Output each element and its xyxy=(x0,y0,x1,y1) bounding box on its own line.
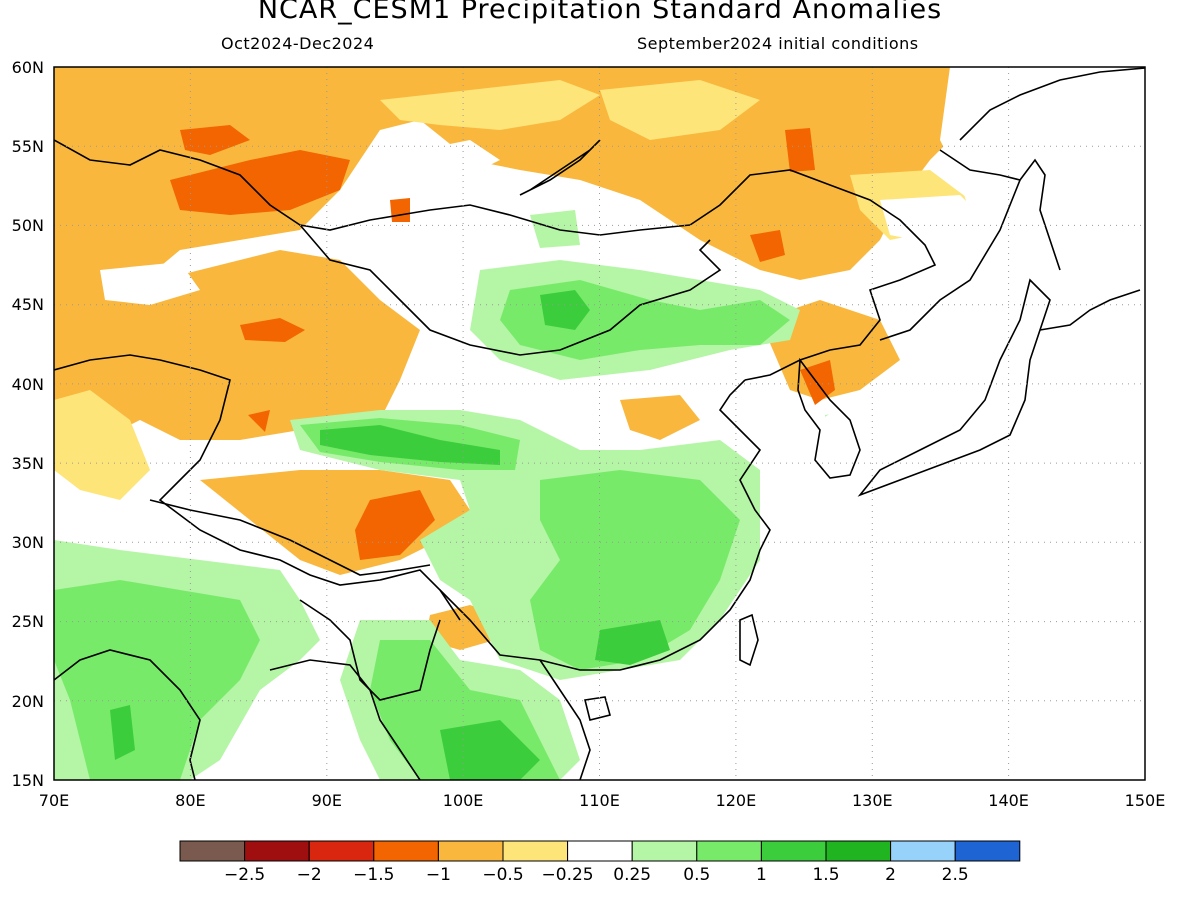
colorbar-label: −1 xyxy=(426,865,451,885)
neutral-patch-3 xyxy=(880,195,990,245)
lat-label: 20N xyxy=(12,692,44,711)
strong-wet-burma xyxy=(440,720,540,780)
strong-wet-guangxi xyxy=(595,620,670,665)
lat-label: 25N xyxy=(12,612,44,631)
anomaly-fields xyxy=(54,67,1145,780)
strong-wet-qinghai xyxy=(320,425,500,465)
colorbar-swatch xyxy=(437,840,504,862)
lon-label: 120E xyxy=(716,791,757,810)
hainan xyxy=(584,696,611,721)
lon-label: 130E xyxy=(852,791,893,810)
colorbar-label: 0.5 xyxy=(683,865,710,885)
lat-label: 35N xyxy=(12,454,44,473)
colorbar-swatch xyxy=(890,840,956,862)
colorbar-label: 2 xyxy=(885,865,896,885)
lat-label: 60N xyxy=(12,58,44,77)
colorbar-swatch xyxy=(179,840,246,862)
colorbar-label: 1.5 xyxy=(812,865,839,885)
russia-coast-2 xyxy=(879,149,1022,341)
china-mongolia-border xyxy=(299,224,722,356)
colorbar: −2.5 −2 −1.5 −1 −0.5 −0.25 0.25 0.5 1 1.5 2 2.5 xyxy=(179,840,1021,885)
wet-anomaly-india xyxy=(54,580,260,780)
lon-label: 110E xyxy=(579,791,620,810)
colorbar-swatch xyxy=(954,840,1021,862)
strong-wet-india-small xyxy=(110,705,135,760)
wet-anomaly-south-china xyxy=(530,470,740,670)
russia-pacific-coast xyxy=(959,67,1145,141)
lat-label: 45N xyxy=(12,295,44,314)
colorbar-swatch xyxy=(760,840,827,862)
neutral-patch-2 xyxy=(100,262,200,305)
strong-dry-siberia xyxy=(170,150,350,215)
lat-label: 50N xyxy=(12,216,44,235)
korea-peninsula xyxy=(797,357,861,479)
china-west-border xyxy=(54,354,461,621)
colorbar-label: 0.25 xyxy=(613,865,651,885)
dry-anomaly-tarim xyxy=(620,395,700,440)
gridlines xyxy=(54,67,1145,780)
colorbar-swatch xyxy=(631,840,698,862)
map-title: NCAR_CESM1 Precipitation Standard Anomal… xyxy=(257,0,943,25)
lake-baikal xyxy=(519,139,601,196)
lon-label: 100E xyxy=(443,791,484,810)
strong-dry-small-2 xyxy=(248,410,270,432)
neutral-patch-1 xyxy=(420,140,500,175)
colorbar-swatch xyxy=(567,840,633,862)
colorbar-swatch xyxy=(308,840,375,862)
lat-label: 55N xyxy=(12,137,44,156)
lon-label: 80E xyxy=(175,791,205,810)
sakhalin xyxy=(1019,158,1061,271)
colorbar-label: −0.25 xyxy=(542,865,594,885)
colorbar-label: −1.5 xyxy=(353,865,394,885)
myanmar-border xyxy=(299,599,441,701)
colorbar-swatch xyxy=(244,840,310,862)
india-coast xyxy=(54,649,201,780)
strong-wet-mongolia xyxy=(540,290,590,330)
japan-hokkaido xyxy=(1039,289,1141,331)
strong-dry-central xyxy=(240,318,305,342)
colorbar-label: −2 xyxy=(297,865,322,885)
colorbar-label: −2.5 xyxy=(224,865,265,885)
colorbar-label: 1 xyxy=(756,865,767,885)
china-north-border xyxy=(54,139,937,381)
lon-label: 140E xyxy=(988,791,1029,810)
lon-label: 70E xyxy=(39,791,69,810)
strong-dry-small-3 xyxy=(390,198,410,222)
initial-conditions: September2024 initial conditions xyxy=(637,34,919,53)
coastlines-and-borders xyxy=(54,67,1145,780)
weak-dry-north xyxy=(600,80,760,140)
indochina-coast xyxy=(539,659,591,780)
colorbar-label: 2.5 xyxy=(942,865,969,885)
colorbar-swatch xyxy=(696,840,762,862)
colorbar-swatch xyxy=(502,840,569,862)
weak-dry-band xyxy=(380,80,600,130)
forecast-period: Oct2024-Dec2024 xyxy=(221,34,375,53)
lat-label: 40N xyxy=(12,375,44,394)
lon-label: 90E xyxy=(312,791,342,810)
neutral-patch-5 xyxy=(720,380,1145,780)
himalaya-border xyxy=(149,499,431,576)
strong-dry-manchuria xyxy=(750,230,785,262)
strong-dry-kazakh xyxy=(180,125,250,155)
weak-dry-west xyxy=(54,390,150,500)
plot-frame xyxy=(53,66,1146,781)
colorbar-label: −0.5 xyxy=(482,865,523,885)
lat-label: 30N xyxy=(12,533,44,552)
longitude-labels: 70E 80E 90E 100E 110E 120E 130E 140E 150… xyxy=(39,791,1166,810)
taiwan xyxy=(739,613,759,667)
latitude-labels: 60N 55N 50N 45N 40N 35N 30N 25N 20N 15N xyxy=(12,58,44,790)
lon-label: 150E xyxy=(1125,791,1166,810)
colorbar-swatch xyxy=(825,840,892,862)
japan-honshu xyxy=(857,278,1051,497)
strong-dry-small-1 xyxy=(785,128,815,172)
strong-dry-tibet xyxy=(355,490,435,560)
colorbar-swatch xyxy=(373,840,439,862)
lat-label: 15N xyxy=(12,771,44,790)
